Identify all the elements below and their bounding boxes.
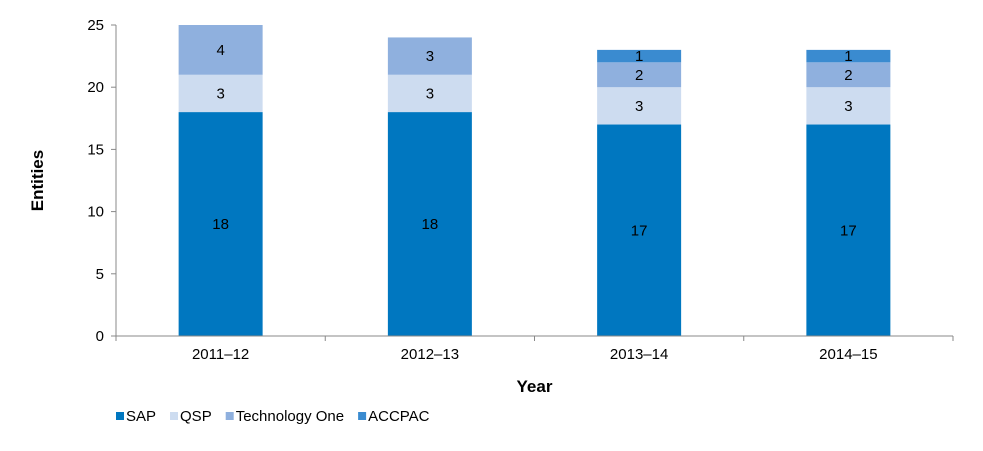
data-label: 17 [631,222,648,239]
data-label: 1 [635,48,643,65]
x-tick-label: 2011–12 [192,346,249,363]
legend-swatch-technology-one [225,412,234,420]
y-tick-label: 10 [87,204,104,221]
bar-segment-technology-one [178,25,263,75]
bar-segment-sap [806,124,891,337]
x-tick-label: 2013–14 [610,346,668,363]
x-tick-label: 2014–15 [819,346,877,363]
bar-segment-sap [597,124,682,337]
legend-label: SAP [126,408,156,425]
legend-swatch-qsp [170,412,179,420]
bar-segment-technology-one [597,62,682,88]
bar-segment-sap [387,112,472,336]
data-label: 3 [635,98,643,115]
legend-swatch-sap [116,412,124,420]
data-label: 3 [426,48,434,65]
data-label: 17 [840,222,857,239]
data-label: 1 [844,48,852,65]
y-tick-label: 15 [87,141,104,158]
bar-segment-accpac [806,49,891,63]
data-label: 3 [844,98,852,115]
bar-segment-qsp [387,74,472,113]
bar-segment-qsp [178,74,263,113]
bar-segment-technology-one [387,37,472,75]
data-label: 3 [216,85,224,102]
legend-label: QSP [180,408,212,425]
legend-swatch-accpac [358,412,367,420]
data-label: 2 [844,67,852,84]
y-tick-label: 0 [96,328,104,345]
bar-segment-sap [178,112,263,336]
data-label: 18 [212,216,229,233]
data-label: 3 [426,85,434,102]
legend-label: Technology One [236,408,344,425]
bar-segment-qsp [597,87,682,125]
data-label: 18 [422,216,439,233]
y-tick-label: 25 [87,17,104,34]
bar-segment-qsp [806,87,891,125]
y-tick-label: 20 [87,79,104,96]
y-tick-label: 5 [96,266,104,283]
x-tick-label: 2012–13 [401,346,459,363]
data-label: 2 [635,67,643,84]
bar-segment-accpac [597,49,682,63]
x-axis-title: Year [517,377,553,396]
legend-label: ACCPAC [368,408,430,425]
data-label: 4 [216,42,224,59]
y-axis-title: Entities [28,150,47,211]
bar-segment-technology-one [806,62,891,88]
